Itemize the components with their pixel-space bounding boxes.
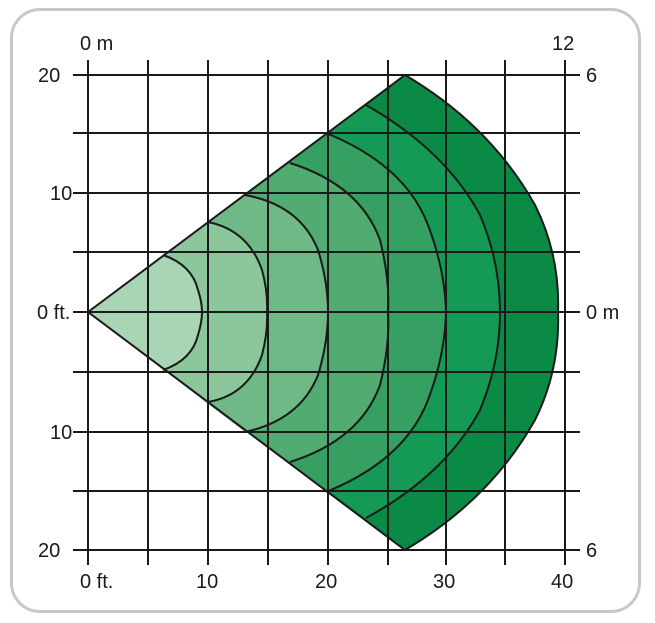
label-right-6-bottom: 6 (586, 540, 597, 562)
label-bottom-10: 10 (196, 571, 218, 593)
label-right-0: 0 m (586, 302, 619, 324)
label-bottom-0: 0 ft. (80, 571, 113, 593)
label-right-6-top: 6 (586, 65, 597, 87)
label-left-10-top: 10 (50, 183, 72, 205)
label-bottom-30: 30 (433, 571, 455, 593)
label-left-0: 0 ft. (37, 302, 70, 324)
label-bottom-20: 20 (315, 571, 337, 593)
label-left-10-bottom: 10 (50, 422, 72, 444)
label-bottom-40: 40 (551, 571, 573, 593)
label-left-20-bottom: 20 (38, 540, 60, 562)
zone-outlines (86, 73, 560, 552)
label-top-right: 12 (552, 33, 574, 55)
label-top-left: 0 m (80, 33, 113, 55)
label-left-20-top: 20 (38, 65, 60, 87)
